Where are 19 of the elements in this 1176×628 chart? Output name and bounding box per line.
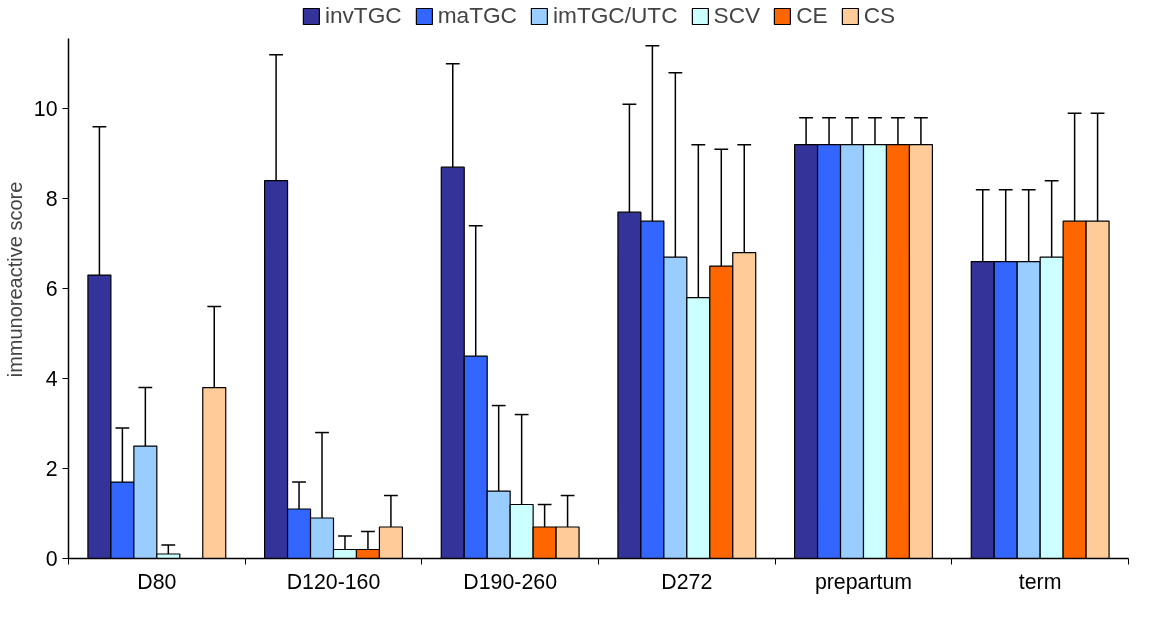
x-tick-label: D272 (661, 569, 713, 594)
x-tick-label: D80 (137, 569, 177, 594)
y-tick-label: 10 (33, 97, 58, 122)
legend-label: imTGC/UTC (552, 2, 678, 29)
y-tick-label: 6 (45, 277, 58, 302)
x-tick-label: D120-160 (286, 569, 381, 594)
x-tick-label: D190-260 (463, 569, 558, 594)
y-axis-title: immunoreactive score (3, 181, 26, 378)
legend-label: CE (796, 2, 828, 29)
y-tick-label: 4 (45, 367, 58, 392)
legend-label: CS (863, 2, 896, 29)
legend-label: maTGC (437, 2, 517, 29)
legend-label: SCV (713, 2, 761, 29)
x-tick-label: term (1018, 569, 1062, 594)
y-tick-label: 2 (45, 457, 58, 482)
y-tick-label: 8 (45, 187, 58, 212)
legend-label: invTGC (324, 2, 402, 29)
y-tick-label: 0 (45, 547, 58, 571)
x-tick-label: prepartum (814, 569, 913, 594)
